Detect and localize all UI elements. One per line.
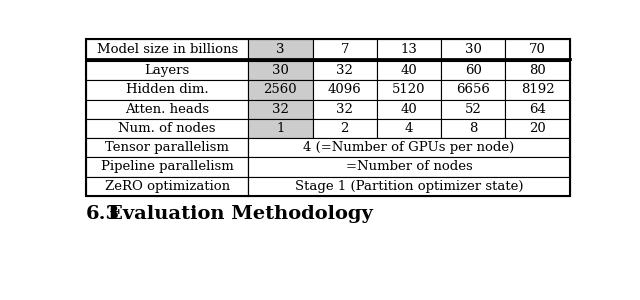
Bar (248, 119, 312, 138)
Text: 20: 20 (529, 122, 546, 135)
Text: =Number of nodes: =Number of nodes (346, 160, 472, 173)
Text: 64: 64 (529, 103, 546, 116)
Bar (506, 119, 570, 138)
Text: 32: 32 (336, 64, 353, 77)
Text: Hidden dim.: Hidden dim. (126, 83, 209, 96)
Bar (377, 119, 441, 138)
Bar (86, 176, 248, 196)
Bar (312, 100, 377, 119)
Text: 32: 32 (336, 103, 353, 116)
Bar (377, 61, 441, 80)
Bar (506, 80, 570, 100)
Text: 80: 80 (529, 64, 546, 77)
Bar (86, 39, 570, 196)
Text: 2: 2 (340, 122, 349, 135)
Text: 60: 60 (465, 64, 482, 77)
Text: 1: 1 (276, 122, 285, 135)
Text: Layers: Layers (145, 64, 190, 77)
Bar (506, 39, 570, 59)
Text: 40: 40 (401, 103, 417, 116)
Bar (86, 39, 248, 59)
Text: 40: 40 (401, 64, 417, 77)
Bar (312, 80, 377, 100)
Bar (506, 61, 570, 80)
Text: 52: 52 (465, 103, 482, 116)
Bar (441, 61, 506, 80)
Bar (86, 119, 248, 138)
Bar (506, 100, 570, 119)
Text: 7: 7 (340, 43, 349, 56)
Text: 30: 30 (465, 43, 482, 56)
Text: 13: 13 (401, 43, 417, 56)
Bar (312, 39, 377, 59)
Text: 6656: 6656 (456, 83, 490, 96)
Bar (248, 100, 312, 119)
Text: Tensor parallelism: Tensor parallelism (105, 141, 229, 154)
Bar (86, 157, 248, 176)
Bar (248, 80, 312, 100)
Bar (86, 138, 248, 157)
Text: 4 (=Number of GPUs per node): 4 (=Number of GPUs per node) (303, 141, 515, 154)
Bar (312, 119, 377, 138)
Text: 8: 8 (469, 122, 477, 135)
Bar (248, 61, 312, 80)
Bar (377, 80, 441, 100)
Bar (248, 138, 570, 157)
Bar (248, 157, 570, 176)
Text: 6.3: 6.3 (86, 205, 120, 223)
Text: 5120: 5120 (392, 83, 426, 96)
Bar (248, 39, 312, 59)
Text: ZeRO optimization: ZeRO optimization (105, 180, 230, 193)
Bar (441, 39, 506, 59)
Bar (312, 61, 377, 80)
Text: Atten. heads: Atten. heads (125, 103, 209, 116)
Text: 30: 30 (272, 64, 289, 77)
Text: 4096: 4096 (328, 83, 362, 96)
Bar (441, 119, 506, 138)
Text: 3: 3 (276, 43, 285, 56)
Text: Pipeline parallelism: Pipeline parallelism (101, 160, 234, 173)
Bar (377, 100, 441, 119)
Text: Model size in billions: Model size in billions (97, 43, 238, 56)
Bar (441, 80, 506, 100)
Bar (441, 100, 506, 119)
Text: 4: 4 (405, 122, 413, 135)
Text: Num. of nodes: Num. of nodes (118, 122, 216, 135)
Text: 32: 32 (272, 103, 289, 116)
Text: Stage 1 (Partition optimizer state): Stage 1 (Partition optimizer state) (295, 180, 524, 193)
Bar (86, 61, 248, 80)
Text: 8192: 8192 (521, 83, 554, 96)
Bar (248, 176, 570, 196)
Text: 70: 70 (529, 43, 546, 56)
Bar (86, 80, 248, 100)
Bar (86, 100, 248, 119)
Bar (377, 39, 441, 59)
Text: Evaluation Methodology: Evaluation Methodology (108, 205, 372, 223)
Text: 2560: 2560 (264, 83, 297, 96)
